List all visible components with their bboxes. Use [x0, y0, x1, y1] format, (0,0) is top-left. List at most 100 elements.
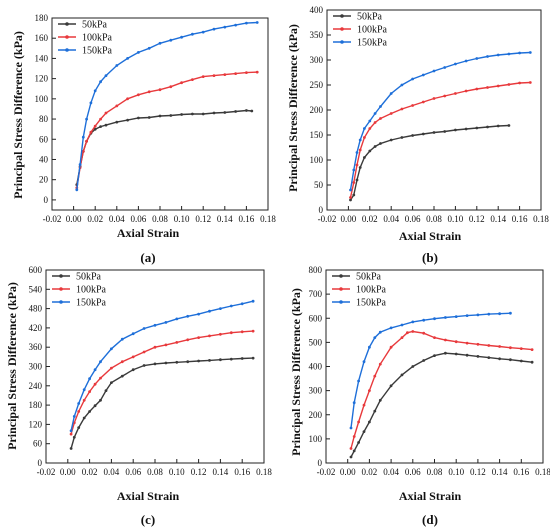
data-point-150kPa: [411, 77, 414, 81]
x-tick-label: 0.16: [234, 467, 250, 477]
data-point-50kPa: [368, 420, 371, 424]
data-point-150kPa: [507, 52, 511, 56]
data-point-50kPa: [131, 368, 135, 372]
data-point-100kPa: [487, 344, 491, 347]
data-point-50kPa: [137, 116, 140, 120]
data-point-150kPa: [186, 314, 190, 318]
x-tick-label: 0.10: [169, 467, 185, 477]
data-point-100kPa: [432, 97, 436, 100]
data-point-150kPa: [82, 388, 86, 392]
y-tick-label: 300: [29, 362, 43, 372]
legend-label: 50kPa: [82, 20, 108, 31]
data-point-100kPa: [443, 94, 447, 98]
data-point-100kPa: [389, 345, 393, 349]
data-point-150kPa: [358, 138, 362, 142]
y-tick-label: 80: [39, 114, 49, 124]
data-point-150kPa: [518, 51, 521, 55]
panel-d-label: (d): [422, 512, 438, 527]
data-point-50kPa: [126, 118, 129, 122]
data-point-50kPa: [142, 364, 146, 367]
y-tick-label: 200: [309, 410, 323, 420]
data-point-150kPa: [454, 62, 457, 66]
legend-swatch-marker: [340, 27, 344, 31]
panel-a-xlabel: Axial Strain: [117, 226, 180, 240]
data-point-100kPa: [251, 329, 255, 333]
data-point-50kPa: [158, 114, 162, 118]
data-point-100kPa: [475, 87, 479, 91]
data-point-100kPa: [518, 81, 521, 85]
data-point-50kPa: [169, 114, 173, 117]
data-point-100kPa: [212, 74, 216, 77]
data-point-100kPa: [126, 97, 129, 101]
plot-area-b: -0.02 0.00 0.02 0.04 0.06 0.08 0.10 0.12 0.14 0.1…: [310, 5, 550, 224]
y-tick-label: 60: [39, 134, 49, 144]
data-point-100kPa: [229, 331, 233, 335]
legend-swatch-marker: [65, 22, 69, 26]
data-point-150kPa: [368, 119, 372, 123]
legend-label: 150kPa: [82, 46, 113, 57]
data-point-150kPa: [443, 66, 447, 69]
data-point-100kPa: [234, 72, 238, 75]
x-tick-label: 0.02: [362, 214, 378, 224]
data-point-100kPa: [164, 343, 168, 347]
data-point-100kPa: [99, 376, 102, 380]
y-tick-label: 0: [38, 458, 43, 468]
data-point-100kPa: [486, 86, 489, 89]
data-point-50kPa: [251, 356, 255, 360]
series-line-150kPa: [76, 21, 258, 190]
data-point-50kPa: [219, 358, 222, 362]
data-point-100kPa: [476, 342, 480, 346]
data-point-150kPa: [496, 53, 500, 57]
data-point-150kPa: [69, 429, 73, 433]
data-point-50kPa: [368, 149, 372, 153]
data-point-50kPa: [201, 112, 205, 116]
data-point-150kPa: [234, 23, 238, 27]
data-point-100kPa: [153, 345, 157, 349]
data-point-100kPa: [465, 341, 469, 345]
data-point-100kPa: [89, 130, 93, 134]
data-point-50kPa: [223, 111, 227, 114]
x-tick-label: 0.16: [239, 214, 255, 224]
data-point-150kPa: [379, 105, 382, 108]
data-point-150kPa: [93, 89, 97, 93]
data-point-50kPa: [496, 124, 500, 128]
data-point-150kPa: [444, 316, 447, 319]
data-point-150kPa: [175, 317, 179, 321]
series-line-100kPa: [349, 81, 531, 198]
data-point-50kPa: [93, 404, 97, 408]
x-tick-label: 0.08: [147, 467, 163, 477]
y-tick-label: 400: [310, 5, 324, 15]
data-point-50kPa: [421, 132, 425, 136]
data-point-150kPa: [355, 151, 359, 154]
y-tick-label: 180: [35, 13, 49, 23]
data-point-50kPa: [509, 358, 512, 362]
data-point-100kPa: [464, 89, 468, 93]
y-tick-label: 300: [309, 386, 323, 396]
data-point-50kPa: [464, 127, 468, 131]
data-point-50kPa: [229, 357, 233, 361]
data-point-100kPa: [85, 139, 88, 143]
data-point-100kPa: [175, 341, 179, 344]
data-point-50kPa: [240, 357, 244, 360]
legend-swatch-marker: [65, 48, 69, 52]
data-point-100kPa: [454, 92, 457, 95]
x-tick-label: -0.02: [37, 467, 56, 477]
data-point-150kPa: [104, 74, 108, 77]
data-point-100kPa: [208, 334, 211, 338]
x-tick-label: 0.08: [152, 214, 168, 224]
x-tick-label: 0.00: [341, 214, 357, 224]
data-point-50kPa: [486, 125, 489, 129]
panel-c-ylabel: Principal Stress Difference (kPa): [5, 282, 19, 450]
data-point-150kPa: [131, 332, 135, 336]
y-tick-label: 150: [310, 130, 324, 140]
data-point-100kPa: [245, 71, 248, 74]
data-point-50kPa: [507, 124, 511, 127]
legend-label: 100kPa: [357, 25, 388, 36]
legend-swatch-marker: [339, 287, 343, 291]
data-point-100kPa: [81, 150, 85, 153]
data-point-150kPa: [88, 377, 91, 381]
data-point-150kPa: [373, 336, 377, 339]
x-tick-label: 0.18: [533, 214, 549, 224]
data-point-100kPa: [110, 366, 113, 370]
